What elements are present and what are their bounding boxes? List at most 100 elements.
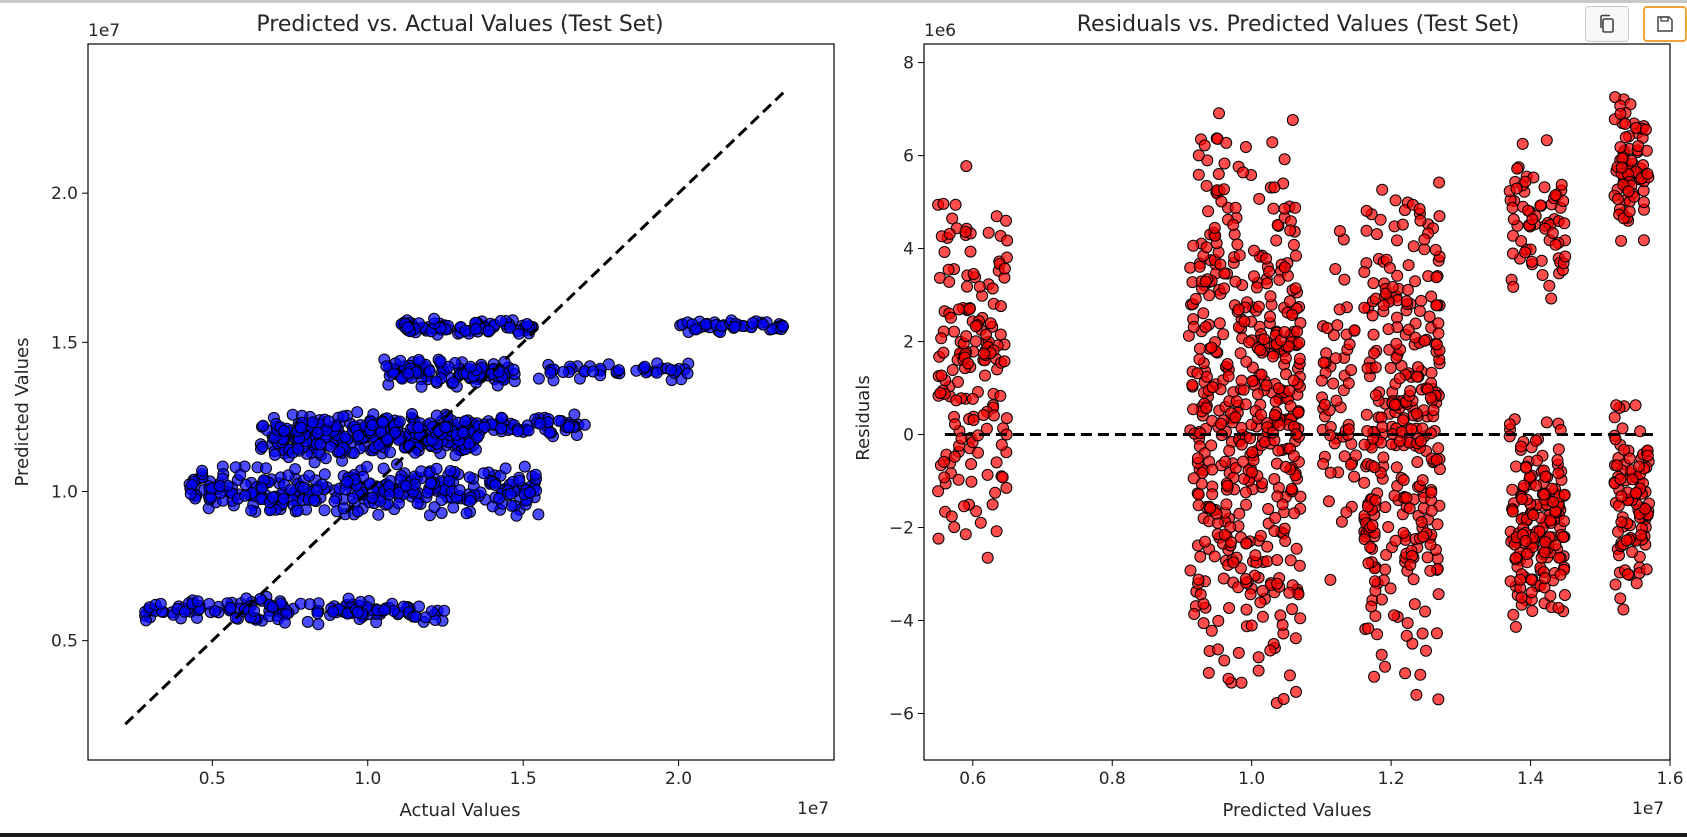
x-tick-label: 0.5 <box>199 769 226 789</box>
data-point <box>1507 608 1520 621</box>
points-group <box>932 91 1655 709</box>
data-point <box>1233 249 1246 262</box>
data-point <box>1202 666 1215 679</box>
data-point <box>1240 498 1253 511</box>
data-point <box>1000 481 1013 494</box>
data-point <box>1255 368 1268 381</box>
data-point <box>962 357 974 370</box>
data-point <box>1271 577 1284 590</box>
data-point <box>1324 573 1337 586</box>
data-point <box>400 479 412 492</box>
data-point <box>932 532 945 545</box>
data-point <box>938 246 951 258</box>
data-point <box>1283 586 1296 599</box>
data-point <box>234 468 247 481</box>
data-point <box>1187 239 1200 252</box>
data-point <box>1409 275 1422 288</box>
data-point <box>438 604 451 617</box>
data-point <box>960 330 973 343</box>
plot-area <box>924 44 1670 760</box>
data-point <box>949 418 961 431</box>
data-point <box>943 227 956 240</box>
data-point <box>1192 488 1205 501</box>
data-point <box>1393 372 1406 385</box>
data-point <box>1432 442 1445 455</box>
data-point <box>224 601 237 614</box>
data-point <box>1343 338 1356 351</box>
data-point <box>1290 685 1302 698</box>
data-point <box>266 491 279 504</box>
data-point <box>1407 573 1420 586</box>
data-point <box>1558 217 1571 230</box>
data-point <box>1277 693 1290 705</box>
data-point <box>1632 140 1645 152</box>
data-point <box>1377 451 1390 464</box>
data-point <box>510 509 523 522</box>
data-point <box>532 508 545 521</box>
data-point <box>1382 521 1395 533</box>
data-point <box>1362 622 1375 635</box>
data-point <box>1503 430 1516 443</box>
data-point <box>1430 271 1443 284</box>
data-point <box>372 508 385 521</box>
data-point <box>1256 610 1269 623</box>
data-point <box>1318 398 1331 411</box>
data-point <box>381 433 394 446</box>
data-point <box>964 245 977 258</box>
data-point <box>303 469 316 482</box>
data-point <box>464 495 477 507</box>
data-point <box>1538 488 1551 501</box>
x-tick-label: 2.0 <box>665 769 692 789</box>
data-point <box>1530 479 1542 492</box>
data-point <box>311 426 324 439</box>
data-point <box>1358 476 1371 489</box>
copy-output-button[interactable] <box>1585 6 1629 42</box>
data-point <box>428 312 441 325</box>
data-point <box>932 485 945 498</box>
data-point <box>1526 213 1539 226</box>
data-point <box>327 605 340 618</box>
data-point <box>337 410 350 423</box>
data-point <box>311 607 324 620</box>
data-point <box>756 318 769 331</box>
data-point <box>1286 309 1299 321</box>
data-point <box>1272 444 1285 457</box>
data-point <box>1220 136 1233 149</box>
data-point <box>442 360 455 373</box>
data-point <box>1248 270 1260 283</box>
data-point <box>1263 265 1276 278</box>
data-point <box>351 505 364 518</box>
data-point <box>354 595 367 608</box>
data-point <box>1368 347 1381 360</box>
x-offset-label: 1e7 <box>1632 799 1664 819</box>
x-tick-label: 0.8 <box>1099 769 1126 789</box>
data-point <box>1425 366 1438 379</box>
data-point <box>568 408 581 421</box>
save-output-button[interactable] <box>1643 6 1687 42</box>
data-point <box>1192 499 1205 512</box>
data-point <box>958 500 970 513</box>
data-point <box>504 321 516 334</box>
tick-group: 0.6 0.8 1.0 1.2 1.4 1.6 −6 −4 −2 0 2 4 6 8 <box>889 54 1684 789</box>
y-axis-label: Residuals <box>853 375 874 460</box>
data-point <box>1432 327 1445 340</box>
data-point <box>1614 107 1627 120</box>
data-point <box>1557 531 1570 544</box>
data-point <box>1206 463 1219 476</box>
data-point <box>1370 228 1383 241</box>
data-point <box>1390 461 1403 474</box>
data-point <box>154 597 167 610</box>
data-point <box>1639 502 1652 515</box>
data-point <box>1506 247 1519 260</box>
data-point <box>499 462 512 475</box>
data-point <box>1388 489 1401 502</box>
y-tick-label: 0 <box>903 426 914 446</box>
data-point <box>728 321 741 333</box>
data-point <box>998 262 1011 275</box>
data-point <box>1229 201 1242 214</box>
data-point <box>376 416 389 429</box>
data-point <box>1515 235 1528 247</box>
data-point <box>1525 255 1538 268</box>
data-point <box>1213 107 1225 120</box>
data-point <box>543 426 556 439</box>
